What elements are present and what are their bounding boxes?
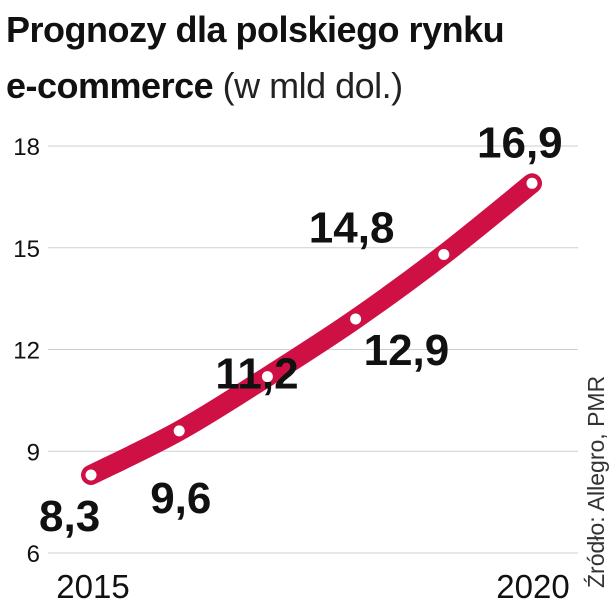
- data-label: 14,8: [309, 204, 395, 253]
- data-point: [173, 425, 185, 437]
- source-note: Źródło: Allegro, PMR: [583, 376, 609, 588]
- data-label: 8,3: [39, 492, 100, 541]
- data-label: 9,6: [150, 474, 211, 523]
- data-label: 11,2: [215, 350, 298, 399]
- data-point: [350, 313, 362, 325]
- data-label: 16,9: [477, 118, 563, 167]
- x-tick-label: 2020: [496, 568, 569, 605]
- y-tick-label: 12: [13, 338, 40, 365]
- data-point: [85, 469, 97, 481]
- title-line-2: e-commerce: [6, 65, 214, 106]
- y-tick-label: 15: [13, 236, 40, 263]
- chart-title: Prognozy dla polskiego rynku e-commerce …: [6, 2, 606, 114]
- chart-subtitle: (w mld dol.): [222, 65, 404, 106]
- data-point: [526, 177, 538, 189]
- y-tick-label: 6: [27, 541, 40, 568]
- data-point: [438, 249, 450, 261]
- title-line-1: Prognozy dla polskiego rynku: [6, 9, 505, 50]
- x-tick-label: 2015: [56, 568, 129, 605]
- y-tick-label: 18: [13, 134, 40, 161]
- data-label: 12,9: [364, 326, 450, 375]
- y-tick-label: 9: [27, 439, 40, 466]
- data-point: [261, 371, 273, 383]
